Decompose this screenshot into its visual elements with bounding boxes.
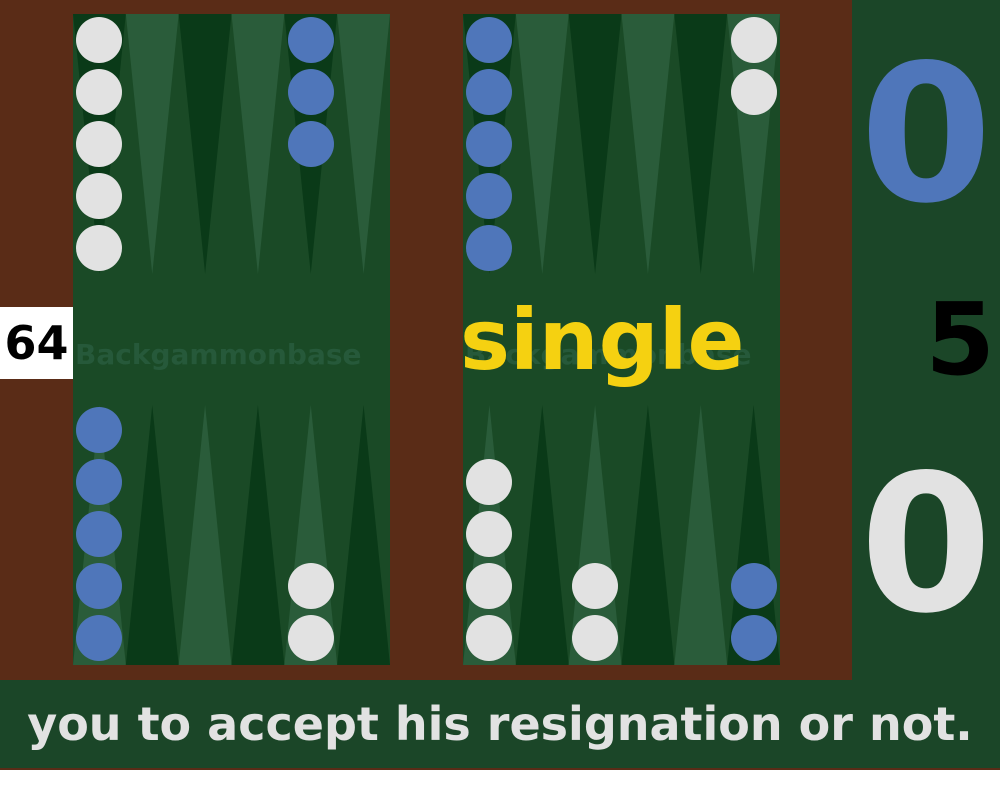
right-bottom-point-4[interactable] <box>621 405 675 665</box>
blue-checker[interactable] <box>287 121 334 167</box>
white-checker[interactable] <box>466 511 513 557</box>
left-bottom-point-2[interactable] <box>125 405 179 665</box>
backgammon-board: Backgammonbase Backgammonbase 64 single <box>0 0 852 680</box>
blue-checker[interactable] <box>76 407 123 453</box>
right-top-point-5[interactable] <box>674 14 728 274</box>
blue-checker[interactable] <box>466 225 513 271</box>
blue-checker[interactable] <box>466 17 513 63</box>
left-top-point-2[interactable] <box>125 14 179 274</box>
left-top-point-6[interactable] <box>337 14 390 274</box>
right-top-point-2[interactable] <box>515 14 569 274</box>
blue-checker[interactable] <box>76 563 123 609</box>
white-checker[interactable] <box>76 121 123 167</box>
message-bar: you to accept his resignation or not. <box>0 680 1000 770</box>
white-checker[interactable] <box>466 615 513 661</box>
match-length: 5 <box>925 281 995 398</box>
white-checker[interactable] <box>466 563 513 609</box>
left-bottom-point-4[interactable] <box>231 405 285 665</box>
blue-checker[interactable] <box>287 17 334 63</box>
white-checker[interactable] <box>572 615 619 661</box>
right-bottom-point-5[interactable] <box>674 405 728 665</box>
blue-checker[interactable] <box>730 615 777 661</box>
blue-checker[interactable] <box>730 563 777 609</box>
blue-checker[interactable] <box>466 173 513 219</box>
white-checker[interactable] <box>730 69 777 115</box>
blue-checker[interactable] <box>76 615 123 661</box>
right-top-point-3[interactable] <box>568 14 622 274</box>
blue-checker[interactable] <box>466 121 513 167</box>
blue-checker[interactable] <box>76 511 123 557</box>
white-checker[interactable] <box>76 225 123 271</box>
white-checker[interactable] <box>572 563 619 609</box>
left-top-point-4[interactable] <box>231 14 285 274</box>
board-left-half: Backgammonbase <box>73 14 390 665</box>
blue-checker[interactable] <box>287 69 334 115</box>
left-top-point-3[interactable] <box>178 14 232 274</box>
watermark-right: Backgammonbase <box>465 338 752 371</box>
bottom-player-score: 0 <box>859 434 993 655</box>
blue-checker[interactable] <box>466 69 513 115</box>
right-top-point-4[interactable] <box>621 14 675 274</box>
doubling-cube[interactable]: 64 <box>0 307 73 379</box>
resignation-type-label: single <box>460 291 745 389</box>
white-checker[interactable] <box>466 459 513 505</box>
score-panel <box>852 0 1000 680</box>
watermark-left: Backgammonbase <box>75 338 362 371</box>
white-checker[interactable] <box>76 69 123 115</box>
white-checker[interactable] <box>287 563 334 609</box>
left-bottom-point-3[interactable] <box>178 405 232 665</box>
white-checker[interactable] <box>76 17 123 63</box>
white-checker[interactable] <box>730 17 777 63</box>
top-player-score: 0 <box>859 24 993 245</box>
right-bottom-point-2[interactable] <box>515 405 569 665</box>
white-checker[interactable] <box>76 173 123 219</box>
message-text: you to accept his resignation or not. <box>27 697 973 751</box>
left-bottom-point-6[interactable] <box>337 405 390 665</box>
white-checker[interactable] <box>287 615 334 661</box>
blue-checker[interactable] <box>76 459 123 505</box>
board-right-half: Backgammonbase <box>463 14 780 665</box>
